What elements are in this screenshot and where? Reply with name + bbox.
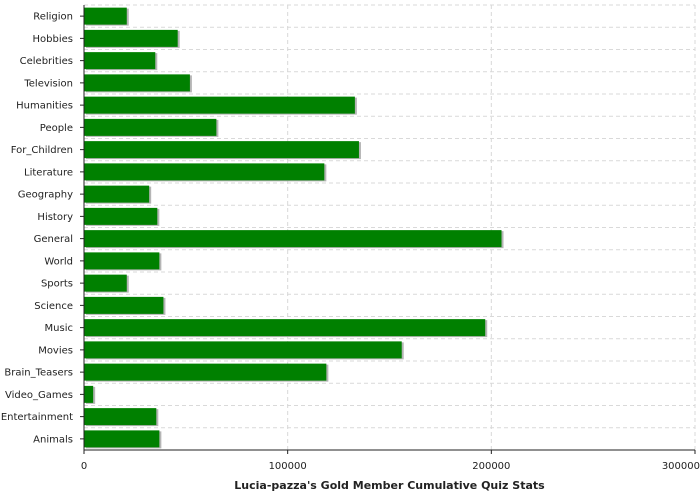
bar-music[interactable] — [84, 319, 486, 337]
category-label: Sports — [41, 279, 73, 290]
category-label: Television — [23, 78, 73, 89]
bar-movies[interactable] — [84, 341, 402, 359]
category-label: For_Children — [11, 145, 73, 156]
x-tick-label: 200000 — [472, 461, 510, 472]
x-tick-label: 0 — [81, 461, 87, 472]
bar-geography[interactable] — [84, 185, 150, 203]
bar-humanities[interactable] — [84, 96, 355, 114]
bar-animals[interactable] — [84, 430, 160, 448]
bar-general[interactable] — [84, 230, 502, 248]
category-label: World — [44, 256, 73, 267]
category-label: Animals — [33, 434, 73, 445]
category-label: Celebrities — [20, 56, 73, 67]
bars — [84, 7, 504, 449]
category-label: Entertainment — [1, 412, 73, 423]
category-label: Music — [45, 323, 73, 334]
bar-hobbies[interactable] — [84, 29, 178, 47]
category-label: Hobbies — [33, 34, 73, 45]
grid-lines — [84, 4, 696, 450]
x-tick-labels: 0 100000 200000 300000 — [81, 450, 700, 472]
bar-science[interactable] — [84, 296, 164, 314]
bar-video-games[interactable] — [84, 385, 94, 403]
category-labels: Religion Hobbies Celebrities Television Huma… — [1, 12, 84, 445]
x-tick-label: 300000 — [662, 461, 700, 472]
category-label: General — [34, 234, 73, 245]
bar-for-children[interactable] — [84, 141, 359, 159]
axes — [83, 5, 695, 451]
bar-history[interactable] — [84, 207, 158, 225]
bar-celebrities[interactable] — [84, 52, 156, 70]
category-label: Brain_Teasers — [4, 368, 73, 379]
bar-brain-teasers[interactable] — [84, 363, 327, 381]
bar-religion[interactable] — [84, 7, 127, 25]
category-label: People — [40, 123, 73, 134]
x-axis-title: Lucia-pazza's Gold Member Cumulative Qui… — [234, 479, 545, 492]
bar-sports[interactable] — [84, 274, 127, 292]
category-label: Geography — [18, 190, 73, 201]
category-label: History — [37, 212, 73, 223]
category-label: Religion — [33, 12, 73, 23]
category-label: Literature — [24, 167, 73, 178]
bar-people[interactable] — [84, 118, 217, 136]
bar-literature[interactable] — [84, 163, 325, 181]
category-label: Humanities — [16, 101, 73, 112]
bar-entertainment[interactable] — [84, 408, 157, 426]
x-tick-label: 100000 — [269, 461, 307, 472]
category-label: Movies — [38, 345, 73, 356]
bar-world[interactable] — [84, 252, 160, 270]
category-label: Video_Games — [5, 390, 73, 401]
category-label: Science — [34, 301, 73, 312]
bar-television[interactable] — [84, 74, 190, 92]
